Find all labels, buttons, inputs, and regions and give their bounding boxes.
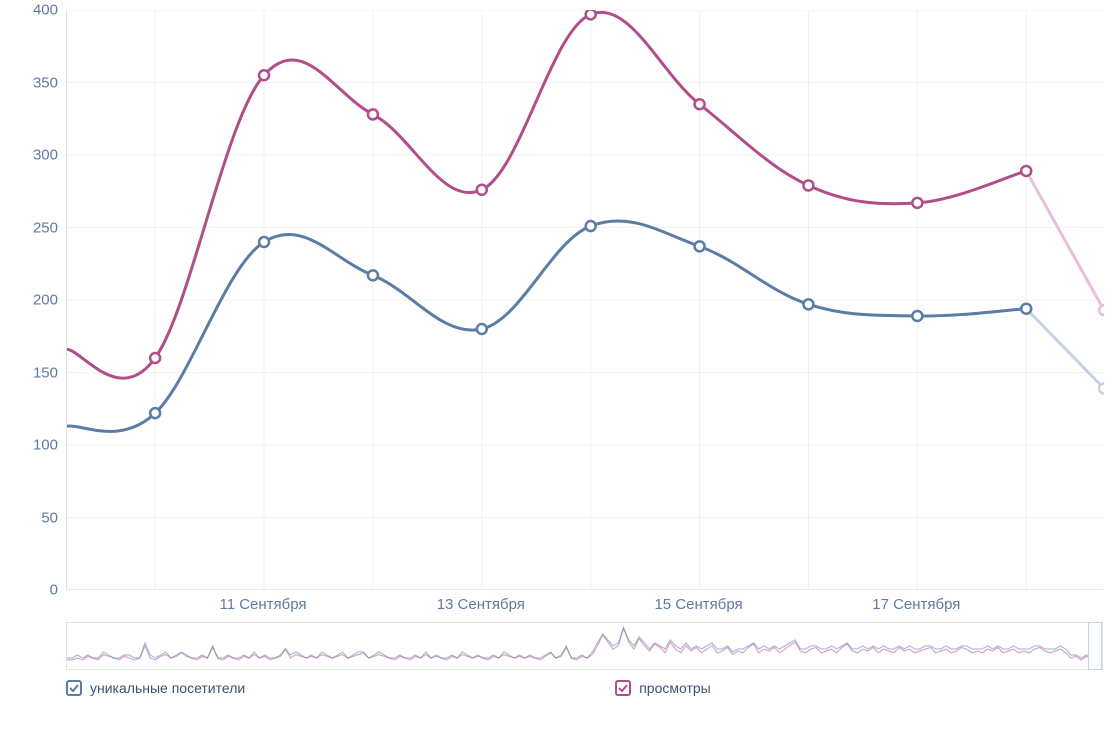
data-point-visitors[interactable] xyxy=(695,241,705,251)
data-point-visitors[interactable] xyxy=(1021,304,1031,314)
y-tick-label: 150 xyxy=(33,364,58,381)
legend-label: уникальные посетители xyxy=(90,680,245,696)
legend-checkbox[interactable] xyxy=(615,680,631,696)
series-line-visitors-faded xyxy=(1026,309,1104,389)
data-point-views[interactable] xyxy=(259,70,269,80)
y-tick-label: 300 xyxy=(33,147,58,164)
overview-line xyxy=(67,628,1102,660)
data-point-visitors[interactable] xyxy=(586,221,596,231)
x-tick-label: 17 Сентября xyxy=(872,596,960,613)
y-tick-label: 200 xyxy=(33,292,58,309)
chart-plot-area[interactable] xyxy=(66,10,1103,590)
y-axis: 050100150200250300350400 xyxy=(10,10,66,590)
data-point-visitors[interactable] xyxy=(259,237,269,247)
data-point-visitors[interactable] xyxy=(912,311,922,321)
y-tick-label: 350 xyxy=(33,74,58,91)
y-tick-label: 50 xyxy=(41,509,58,526)
data-point-visitors[interactable] xyxy=(1099,383,1104,393)
legend-item-visitors[interactable]: уникальные посетители xyxy=(66,680,245,696)
overview-handle[interactable] xyxy=(1088,622,1102,670)
data-point-views[interactable] xyxy=(586,10,596,19)
data-point-visitors[interactable] xyxy=(150,408,160,418)
data-point-views[interactable] xyxy=(1021,166,1031,176)
data-point-views[interactable] xyxy=(368,109,378,119)
x-axis: 11 Сентября 13 Сентября 15 Сентября 17 Сент… xyxy=(66,590,1103,618)
x-tick-label: 13 Сентября xyxy=(437,596,525,613)
overview-line xyxy=(67,628,1102,658)
data-point-views[interactable] xyxy=(1099,305,1104,315)
data-point-visitors[interactable] xyxy=(477,324,487,334)
data-point-views[interactable] xyxy=(150,353,160,363)
chart-svg xyxy=(67,10,1104,590)
series-line-views xyxy=(67,12,1026,378)
y-tick-label: 100 xyxy=(33,437,58,454)
y-tick-label: 250 xyxy=(33,219,58,236)
chart-container: 050100150200250300350400 xyxy=(10,10,1103,590)
check-icon xyxy=(69,683,79,693)
data-point-views[interactable] xyxy=(912,198,922,208)
legend: уникальные посетители просмотры xyxy=(66,680,1103,696)
data-point-views[interactable] xyxy=(803,180,813,190)
legend-label: просмотры xyxy=(639,680,711,696)
overview-panel[interactable] xyxy=(66,622,1103,670)
data-point-visitors[interactable] xyxy=(803,299,813,309)
data-point-views[interactable] xyxy=(695,99,705,109)
data-point-visitors[interactable] xyxy=(368,270,378,280)
x-tick-label: 15 Сентября xyxy=(654,596,742,613)
legend-checkbox[interactable] xyxy=(66,680,82,696)
y-tick-label: 0 xyxy=(50,582,58,599)
series-line-visitors xyxy=(67,221,1026,431)
check-icon xyxy=(618,683,628,693)
x-tick-label: 11 Сентября xyxy=(219,596,306,613)
overview-svg xyxy=(67,623,1102,669)
data-point-views[interactable] xyxy=(477,185,487,195)
legend-item-views[interactable]: просмотры xyxy=(615,680,711,696)
y-tick-label: 400 xyxy=(33,2,58,19)
series-line-views-faded xyxy=(1026,171,1104,310)
